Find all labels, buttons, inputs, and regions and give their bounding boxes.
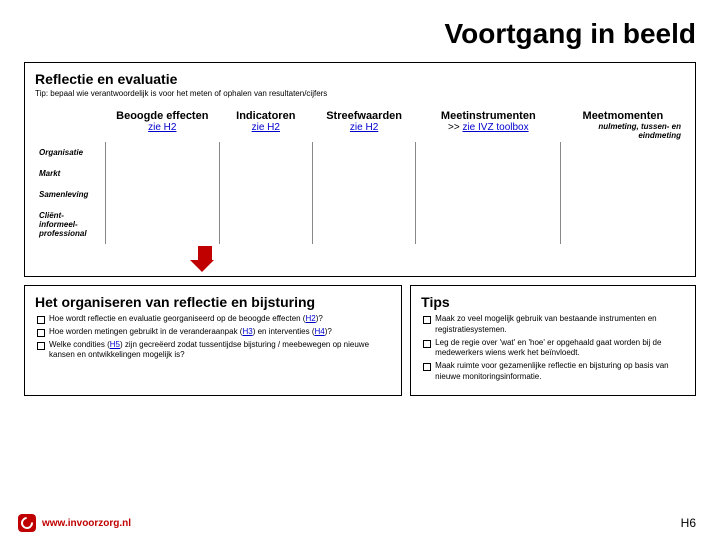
meetmoment-note: nulmeting, tussen- en eindmeting (565, 122, 681, 140)
col-beoogde: Beoogde effecten zie H2 (105, 108, 219, 142)
organize-heading: Het organiseren van reflectie en bijstur… (35, 294, 391, 310)
link-toolbox[interactable]: zie IVZ toolbox (462, 122, 528, 133)
reflection-panel: Reflectie en evaluatie Tip: bepaal wie v… (24, 62, 696, 277)
row-client: Cliënt-informeel-professional (35, 205, 105, 244)
logo-icon (18, 514, 36, 532)
tip-1: Maak zo veel mogelijk gebruik van bestaa… (423, 314, 685, 336)
col-meetinstr: Meetinstrumenten >> zie IVZ toolbox (416, 108, 561, 142)
tip-3: Maak ruimte voor gezamenlijke reflectie … (423, 361, 685, 383)
slide-title: Voortgang in beeld (24, 18, 696, 50)
tip-2: Leg de regie over 'wat' en 'hoe' er opge… (423, 338, 685, 360)
organize-panel: Het organiseren van reflectie en bijstur… (24, 285, 402, 396)
logo: www.invoorzorg.nl (18, 514, 131, 532)
down-arrow-icon (195, 246, 214, 272)
link-h4[interactable]: H4 (315, 327, 325, 336)
link-h2-q[interactable]: H2 (305, 314, 315, 323)
tips-panel: Tips Maak zo veel mogelijk gebruik van b… (410, 285, 696, 396)
footer-url[interactable]: www.invoorzorg.nl (42, 518, 131, 529)
org-q1: Hoe wordt reflectie en evaluatie georgan… (37, 314, 391, 325)
col-indicatoren: Indicatoren zie H2 (219, 108, 312, 142)
org-q2: Hoe worden metingen gebruikt in de veran… (37, 327, 391, 338)
col-meetmoment: Meetmomenten nulmeting, tussen- en eindm… (561, 108, 685, 142)
link-h3[interactable]: H3 (242, 327, 252, 336)
row-markt: Markt (35, 163, 105, 184)
org-q3: Welke condities (H5) zijn gecreëerd zoda… (37, 340, 391, 362)
row-organisatie: Organisatie (35, 142, 105, 163)
tips-heading: Tips (421, 294, 685, 310)
link-h2-2[interactable]: zie H2 (252, 122, 280, 133)
col-streef: Streefwaarden zie H2 (312, 108, 416, 142)
page-number: H6 (681, 516, 696, 530)
footer: www.invoorzorg.nl H6 (0, 514, 720, 532)
link-h2-1[interactable]: zie H2 (148, 122, 176, 133)
reflection-heading: Reflectie en evaluatie (35, 71, 685, 87)
row-samenleving: Samenleving (35, 184, 105, 205)
matrix-table: Beoogde effecten zie H2 Indicatoren zie … (35, 108, 685, 244)
reflection-tip: Tip: bepaal wie verantwoordelijk is voor… (35, 89, 685, 98)
link-h5[interactable]: H5 (110, 340, 120, 349)
link-h2-3[interactable]: zie H2 (350, 122, 378, 133)
